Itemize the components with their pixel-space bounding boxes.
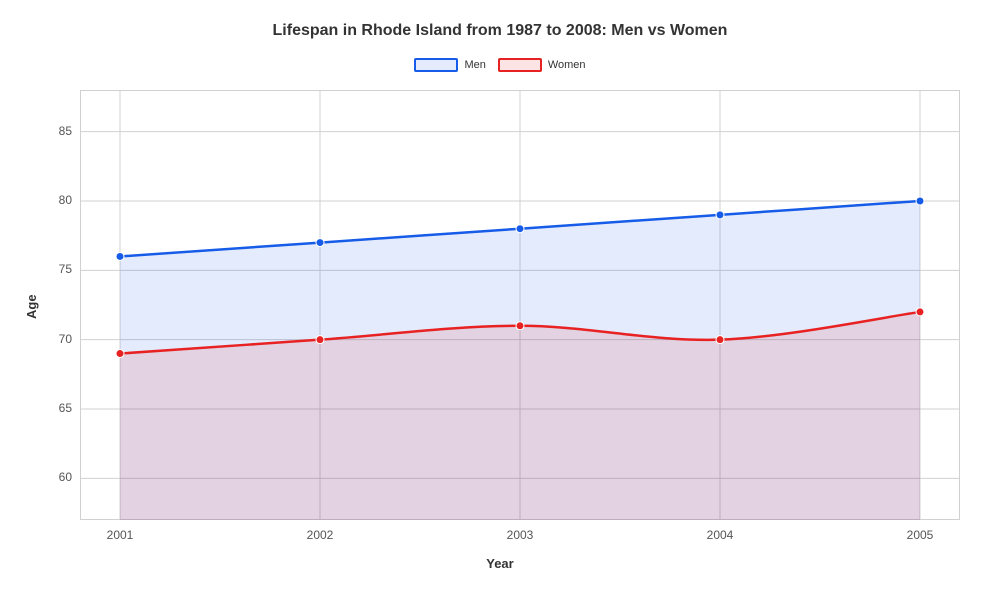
- plot-area: [80, 90, 960, 520]
- chart-svg: [80, 90, 960, 520]
- y-tick-label: 85: [40, 124, 72, 138]
- y-axis-label: Age: [24, 294, 39, 319]
- legend-item-women: Women: [498, 58, 586, 72]
- legend-item-men: Men: [414, 58, 485, 72]
- chart-title: Lifespan in Rhode Island from 1987 to 20…: [0, 22, 1000, 40]
- y-tick-label: 65: [40, 401, 72, 415]
- legend-label-women: Women: [548, 59, 586, 71]
- x-axis-label: Year: [0, 556, 1000, 571]
- chart-legend: Men Women: [0, 58, 1000, 72]
- legend-label-men: Men: [464, 59, 485, 71]
- y-tick-label: 80: [40, 193, 72, 207]
- chart-container: Lifespan in Rhode Island from 1987 to 20…: [0, 0, 1000, 600]
- x-tick-label: 2001: [107, 528, 134, 542]
- y-tick-label: 70: [40, 332, 72, 346]
- legend-swatch-women: [498, 58, 542, 72]
- x-tick-label: 2005: [907, 528, 934, 542]
- x-tick-label: 2004: [707, 528, 734, 542]
- x-tick-label: 2003: [507, 528, 534, 542]
- y-tick-label: 60: [40, 470, 72, 484]
- x-tick-label: 2002: [307, 528, 334, 542]
- legend-swatch-men: [414, 58, 458, 72]
- y-tick-label: 75: [40, 262, 72, 276]
